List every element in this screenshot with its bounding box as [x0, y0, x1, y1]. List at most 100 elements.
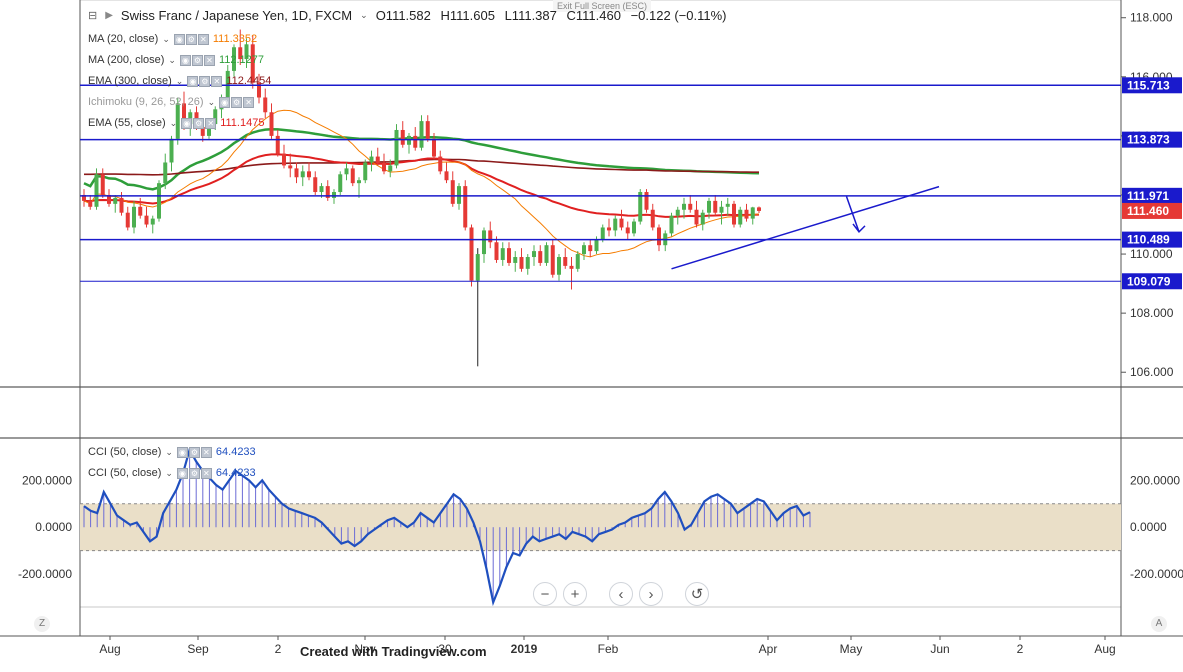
chevron-down-icon[interactable]: ⌄	[175, 75, 184, 86]
candle-body	[294, 168, 299, 178]
reset-chart-button[interactable]: ↺	[685, 582, 709, 606]
flag-icon: ▶	[105, 10, 113, 21]
candle	[350, 165, 355, 187]
eye-icon[interactable]: ◉	[176, 467, 188, 479]
candle-body	[307, 171, 311, 178]
candle-body	[644, 192, 649, 210]
timezone-button[interactable]: Z	[34, 616, 50, 632]
candle	[538, 245, 543, 266]
eye-icon[interactable]: ◉	[173, 33, 185, 45]
settings-icon[interactable]: ⚙	[188, 467, 200, 479]
candle	[513, 251, 518, 272]
settings-icon[interactable]: ⚙	[231, 96, 243, 108]
candle-body	[450, 180, 455, 204]
candle-body	[150, 218, 155, 225]
legend-row[interactable]: CCI (50, close) ⌄ ◉ ⚙ ✕ 64.4233	[88, 467, 256, 479]
candle-body	[138, 206, 143, 216]
candle-body	[400, 129, 405, 145]
chevron-down-icon[interactable]: ⌄	[168, 54, 176, 65]
indicator-controls: ◉ ⚙ ✕	[173, 33, 209, 45]
settings-icon[interactable]: ⚙	[188, 446, 200, 458]
candle	[700, 209, 705, 231]
candle	[394, 124, 399, 169]
candle	[569, 257, 574, 290]
low-value: L111.387	[504, 8, 557, 23]
level-label-bg	[1122, 77, 1182, 94]
candle-body	[269, 112, 274, 136]
candle	[88, 194, 93, 210]
indicator-value: 112.1277	[218, 54, 265, 66]
candle	[588, 239, 593, 258]
candle-body	[494, 242, 499, 260]
candle-body	[513, 257, 518, 263]
settings-icon[interactable]: ⚙	[185, 33, 197, 45]
remove-icon[interactable]: ✕	[197, 33, 209, 45]
chevron-down-icon[interactable]: ⌄	[207, 96, 216, 107]
candle	[375, 147, 380, 166]
level-label: 110.489	[1127, 233, 1170, 247]
remove-icon[interactable]: ✕	[200, 446, 212, 458]
eye-icon[interactable]: ◉	[181, 117, 193, 129]
eye-icon[interactable]: ◉	[187, 75, 199, 87]
scroll-toolbar: ‹ ›	[609, 582, 663, 606]
level-label: 109.079	[1127, 274, 1171, 288]
exit-full-screen-hint[interactable]: Exit Full Screen (ESC)	[553, 0, 652, 12]
candle	[682, 197, 686, 219]
eye-icon[interactable]: ◉	[219, 96, 231, 108]
scroll-left-button[interactable]: ‹	[609, 582, 633, 606]
candle-body	[425, 121, 430, 139]
chevron-down-icon[interactable]: ⌄	[162, 33, 170, 44]
symbol-title[interactable]: Swiss Franc / Japanese Yen, 1D, FXCM	[120, 8, 353, 23]
level-label: 111.971	[1127, 189, 1169, 203]
candle	[500, 242, 505, 266]
indicator-value: 112.4454	[226, 75, 272, 87]
candle	[100, 168, 105, 198]
legend-row[interactable]: MA (20, close) ⌄ ◉ ⚙ ✕ 111.3352	[88, 33, 257, 45]
eye-icon[interactable]: ◉	[179, 54, 191, 66]
remove-icon[interactable]: ✕	[211, 75, 223, 87]
legend-row[interactable]: EMA (55, close) ⌄ ◉ ⚙ ✕ 111.1475	[88, 117, 264, 129]
chevron-down-icon[interactable]: ⌄	[169, 117, 178, 128]
indicator-controls: ◉ ⚙ ✕	[176, 446, 212, 458]
candle	[150, 215, 155, 234]
candle	[307, 162, 311, 181]
chevron-down-icon[interactable]: ⌄	[165, 467, 173, 478]
candle-body	[169, 138, 174, 163]
legend-row[interactable]: EMA (300, close) ⌄ ◉ ⚙ ✕ 112.4454	[88, 75, 271, 87]
legend-row[interactable]: MA (200, close) ⌄ ◉ ⚙ ✕ 112.1277	[88, 54, 264, 66]
settings-icon[interactable]: ⚙	[191, 54, 203, 66]
candle-body	[732, 203, 736, 225]
scroll-right-button[interactable]: ›	[639, 582, 663, 606]
settings-icon[interactable]: ⚙	[199, 75, 211, 87]
level-label-bg	[1122, 131, 1182, 148]
price-tick-label: 118.000	[1130, 11, 1173, 25]
candle	[163, 153, 168, 190]
chevron-down-icon[interactable]: ⌄	[360, 10, 368, 20]
candle-body	[113, 197, 118, 204]
candle	[575, 251, 580, 272]
zoom-toolbar: − +	[533, 582, 587, 606]
settings-icon[interactable]: ⚙	[193, 117, 205, 129]
auto-scale-button[interactable]: A	[1151, 616, 1167, 632]
remove-icon[interactable]: ✕	[203, 54, 215, 66]
candle-body	[319, 186, 324, 193]
candle-body	[413, 135, 418, 148]
remove-icon[interactable]: ✕	[243, 96, 255, 108]
legend-row[interactable]: Ichimoku (9, 26, 52, 26) ⌄ ◉ ⚙ ✕	[88, 96, 258, 108]
level-label-bg	[1122, 231, 1182, 248]
remove-icon[interactable]: ✕	[200, 467, 212, 479]
candle-body	[257, 82, 261, 98]
zoom-out-button[interactable]: −	[533, 582, 557, 606]
zoom-in-button[interactable]: +	[563, 582, 587, 606]
candle-body	[300, 171, 305, 178]
remove-icon[interactable]: ✕	[205, 117, 217, 129]
candle-body	[238, 47, 243, 60]
collapse-legend-icon[interactable]: ⊟	[88, 10, 98, 22]
candle	[144, 206, 149, 228]
legend-row[interactable]: CCI (50, close) ⌄ ◉ ⚙ ✕ 64.4233	[88, 446, 256, 458]
candle	[638, 189, 643, 225]
candle-body	[632, 221, 636, 234]
eye-icon[interactable]: ◉	[176, 446, 188, 458]
chevron-down-icon[interactable]: ⌄	[165, 446, 173, 457]
